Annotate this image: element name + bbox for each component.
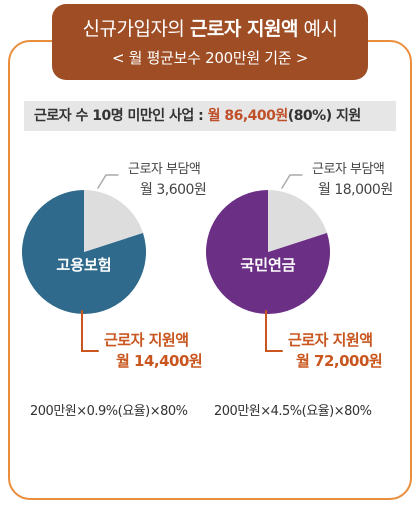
worker-share-label-1: 근로자 부담액 bbox=[128, 162, 201, 177]
worker-share-amount-2: 월 18,000원 bbox=[318, 182, 393, 198]
support-label-2: 근로자 지원액 bbox=[288, 331, 373, 349]
pie-svg-2 bbox=[206, 190, 331, 314]
leader-support-2 bbox=[265, 310, 283, 352]
title-suffix: 예시 bbox=[297, 18, 338, 40]
pie-slice-support-1 bbox=[22, 190, 147, 314]
banner-suffix: (80%) 지원 bbox=[287, 108, 361, 124]
support-banner: 근로자 수 10명 미만인 사업 : 월 86,400원(80%) 지원 bbox=[24, 101, 396, 131]
worker-share-amount-1: 월 3,600원 bbox=[140, 182, 207, 198]
pie-svg-1 bbox=[22, 190, 147, 314]
pie-slice-worker-2 bbox=[268, 190, 327, 252]
pie-slice-worker-1 bbox=[84, 190, 143, 252]
national-pension-pie: 국민연금 bbox=[206, 190, 331, 314]
pie-center-label-2: 국민연금 bbox=[240, 256, 296, 274]
employment-insurance-pie: 고용보험 bbox=[22, 190, 147, 314]
leader-support-1 bbox=[81, 310, 99, 352]
banner-amount: 월 86,400원 bbox=[207, 108, 289, 124]
banner-prefix: 근로자 수 10명 미만인 사업 : bbox=[34, 108, 208, 124]
title-prefix: 신규가입자의 bbox=[82, 18, 190, 40]
worker-share-label-2: 근로자 부담액 bbox=[312, 162, 385, 177]
pie-slice-support-2 bbox=[206, 190, 331, 314]
header-banner: 신규가입자의 근로자 지원액 예시 < 월 평균보수 200만원 기준 > bbox=[52, 4, 368, 80]
leader-worker-1 bbox=[97, 174, 119, 189]
leader-worker-2 bbox=[281, 174, 303, 189]
page-title: 신규가입자의 근로자 지원액 예시 bbox=[52, 14, 368, 41]
support-label-1: 근로자 지원액 bbox=[104, 331, 189, 349]
title-strong: 근로자 지원액 bbox=[189, 18, 299, 40]
page-subtitle: < 월 평균보수 200만원 기준 > bbox=[111, 49, 309, 67]
pie-center-label-1: 고용보험 bbox=[56, 256, 112, 274]
support-amount-2: 월 72,000원 bbox=[296, 352, 383, 370]
formula-employment-insurance: 200만원×0.9%(요율)×80% bbox=[30, 404, 188, 419]
support-amount-1: 월 14,400원 bbox=[116, 352, 203, 370]
formula-national-pension: 200만원×4.5%(요율)×80% bbox=[214, 404, 372, 419]
